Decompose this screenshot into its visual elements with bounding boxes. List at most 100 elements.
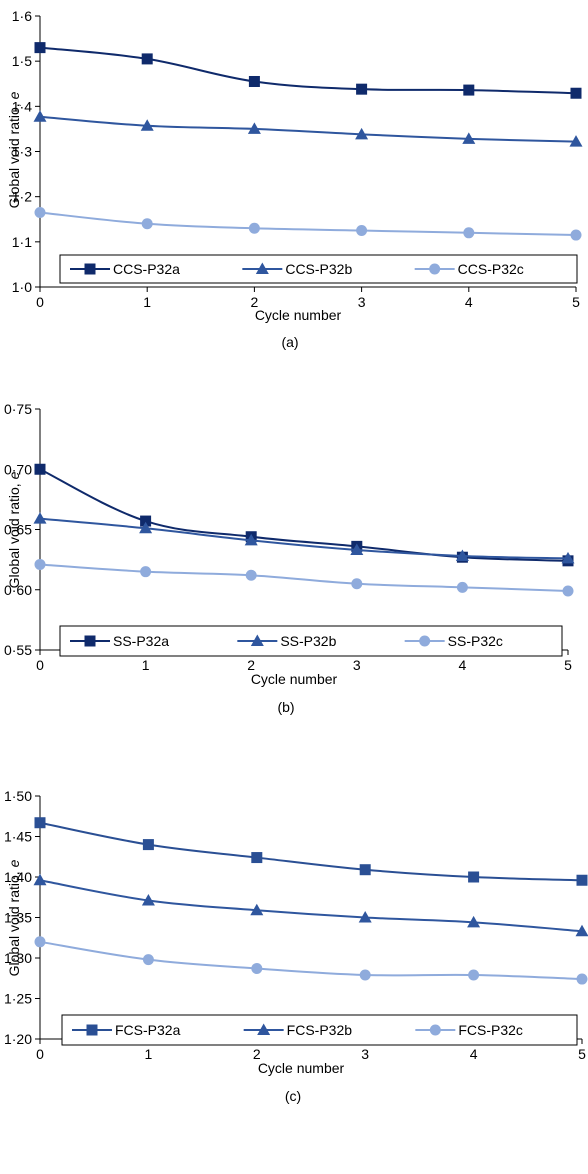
panel-label: (a): [281, 334, 298, 350]
data-point-marker: [35, 207, 46, 218]
y-axis-title-symbol: e: [6, 859, 22, 867]
x-tick-label: 4: [470, 1046, 478, 1062]
series-SS-P32b: [34, 512, 575, 563]
panel-label: (c): [285, 1088, 301, 1104]
data-point-marker: [571, 230, 582, 241]
y-axis-title: Global void ratio, e: [6, 91, 22, 208]
series-line: [40, 942, 582, 979]
data-point-marker: [356, 84, 367, 95]
data-point-marker: [35, 936, 46, 947]
data-point-marker: [35, 464, 46, 475]
data-point-marker: [463, 227, 474, 238]
series-CCS-P32c: [35, 207, 582, 241]
data-point-marker: [35, 559, 46, 570]
y-axis-title-symbol: e: [6, 471, 22, 479]
data-point-marker: [468, 970, 479, 981]
legend-label: CCS-P32c: [458, 261, 524, 277]
x-tick-label: 5: [572, 294, 580, 310]
data-point-marker: [249, 76, 260, 87]
legend-marker: [430, 1025, 441, 1036]
y-tick-label: 1·20: [4, 1031, 32, 1047]
y-axis-title: Global void ratio, e: [6, 859, 22, 976]
data-point-marker: [142, 53, 153, 64]
data-point-marker: [35, 42, 46, 53]
y-tick-label: 1·5: [12, 53, 32, 69]
x-tick-label: 3: [353, 657, 361, 673]
data-point-marker: [251, 963, 262, 974]
x-tick-label: 5: [564, 657, 572, 673]
x-axis-title: Cycle number: [258, 1060, 345, 1076]
legend-marker: [85, 636, 96, 647]
data-point-marker: [463, 85, 474, 96]
legend-label: CCS-P32b: [285, 261, 352, 277]
series-SS-P32c: [35, 559, 574, 597]
legend-label: CCS-P32a: [113, 261, 180, 277]
data-point-marker: [34, 874, 47, 886]
series-FCS-P32b: [34, 874, 588, 937]
data-point-marker: [360, 864, 371, 875]
y-tick-label: 0·55: [4, 642, 32, 658]
legend: CCS-P32a CCS-P32b CCS-P32c: [60, 255, 577, 283]
x-axis-title: Cycle number: [251, 671, 338, 687]
series-FCS-P32c: [35, 936, 588, 984]
data-point-marker: [356, 225, 367, 236]
legend: FCS-P32a FCS-P32b FCS-P32c: [62, 1015, 577, 1045]
y-tick-label: 1·50: [4, 788, 32, 804]
x-tick-label: 3: [358, 294, 366, 310]
series-CCS-P32b: [34, 110, 583, 146]
y-tick-label: 1·0: [12, 279, 32, 295]
series-line: [40, 823, 582, 881]
data-point-marker: [34, 512, 47, 524]
series-line: [40, 519, 568, 559]
data-point-marker: [249, 223, 260, 234]
data-point-marker: [142, 218, 153, 229]
x-tick-label: 4: [459, 657, 467, 673]
series-line: [40, 880, 582, 931]
data-point-marker: [360, 970, 371, 981]
series-SS-P32a: [35, 464, 574, 567]
x-tick-label: 1: [145, 1046, 153, 1062]
x-tick-label: 1: [142, 657, 150, 673]
x-tick-label: 0: [36, 657, 44, 673]
x-tick-label: 1: [143, 294, 151, 310]
y-axis-title: Global void ratio, e: [6, 471, 22, 588]
data-point-marker: [246, 570, 257, 581]
x-axis-title: Cycle number: [255, 307, 342, 323]
y-axis-title-symbol: e: [6, 91, 22, 99]
legend-label: FCS-P32b: [287, 1022, 353, 1038]
x-tick-label: 4: [465, 294, 473, 310]
legend-marker: [429, 264, 440, 275]
data-point-marker: [563, 585, 574, 596]
data-point-marker: [468, 872, 479, 883]
data-point-marker: [143, 839, 154, 850]
series-FCS-P32a: [35, 817, 588, 886]
x-tick-label: 0: [36, 294, 44, 310]
series-line: [40, 117, 576, 142]
x-tick-label: 0: [36, 1046, 44, 1062]
x-tick-label: 5: [578, 1046, 586, 1062]
data-point-marker: [35, 817, 46, 828]
panel-label: (b): [277, 699, 294, 715]
series-line: [40, 564, 568, 591]
y-axis-title-text: Global void ratio,: [6, 99, 22, 208]
data-point-marker: [571, 88, 582, 99]
data-point-marker: [251, 852, 262, 863]
legend-label: SS-P32b: [280, 633, 336, 649]
data-point-marker: [140, 566, 151, 577]
data-point-marker: [143, 954, 154, 965]
y-axis-title-text: Global void ratio,: [6, 479, 22, 588]
series-CCS-P32a: [35, 42, 582, 99]
legend-label: FCS-P32c: [458, 1022, 523, 1038]
legend-marker: [85, 264, 96, 275]
legend-label: FCS-P32a: [115, 1022, 181, 1038]
y-axis-title-text: Global void ratio,: [6, 867, 22, 976]
x-tick-label: 3: [361, 1046, 369, 1062]
y-tick-label: 1·45: [4, 829, 32, 845]
y-tick-label: 1·25: [4, 991, 32, 1007]
legend-marker: [87, 1025, 98, 1036]
